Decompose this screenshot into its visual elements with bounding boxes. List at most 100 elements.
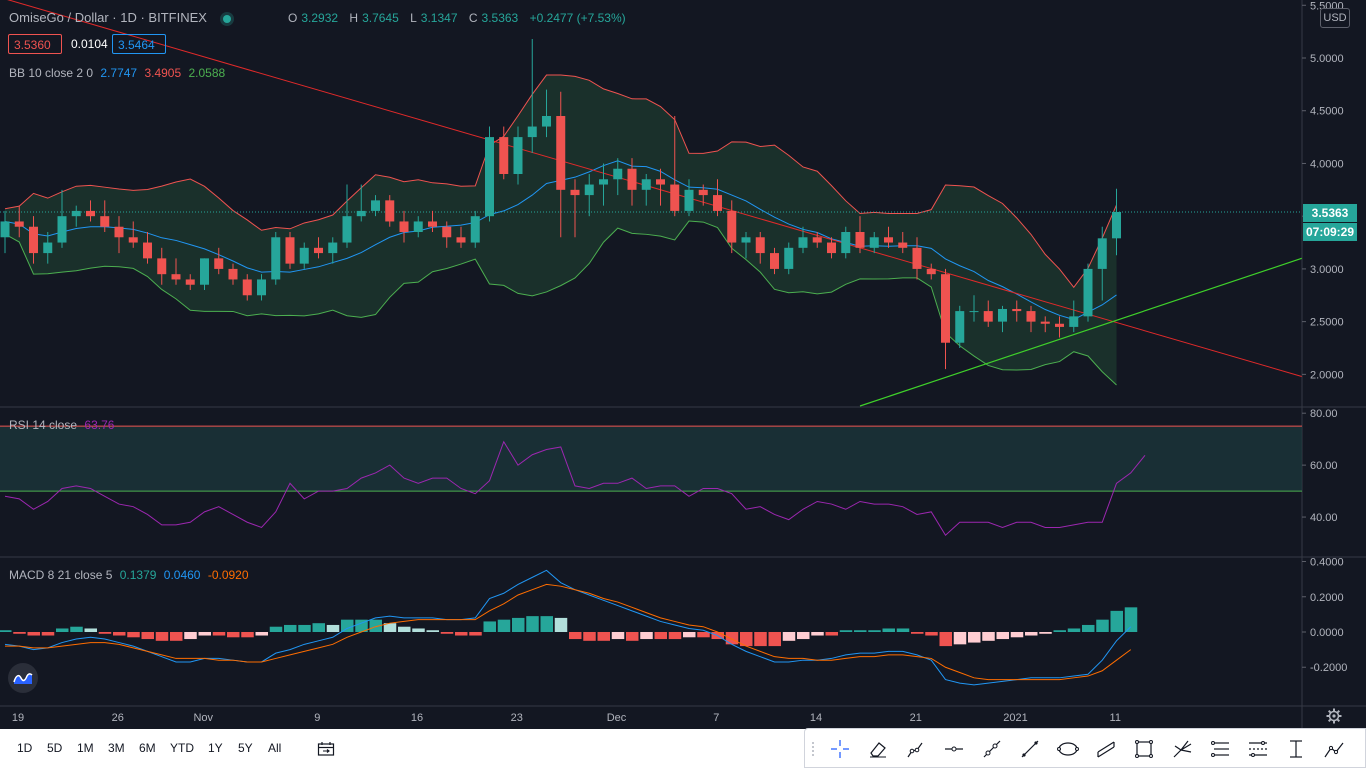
time-tick-label: Dec (607, 712, 627, 724)
candle (527, 39, 537, 153)
macd-value: 0.1379 (119, 568, 157, 582)
macd-hist-bar (640, 632, 653, 640)
macd-hist-bar (554, 617, 568, 632)
candle-body (727, 210, 737, 243)
candle-body (185, 279, 195, 285)
candle-body (342, 216, 352, 243)
candle-body (542, 116, 551, 127)
measure-icon[interactable] (1282, 735, 1310, 763)
parallel-channel-icon[interactable] (1092, 735, 1120, 763)
candle-body (43, 242, 53, 254)
ellipse-icon[interactable] (1054, 735, 1082, 763)
sell-price-badge[interactable]: 3.5360 (8, 34, 62, 54)
path-icon[interactable] (1320, 735, 1348, 763)
candle-body (755, 237, 765, 254)
macd-tick-label: 0.4000 (1310, 557, 1344, 569)
date-range-icon[interactable] (317, 741, 335, 757)
candle (698, 184, 708, 206)
candle-body (955, 311, 965, 343)
pitchfork-icon[interactable] (1168, 735, 1196, 763)
candle (470, 210, 480, 248)
candle (100, 200, 110, 232)
candle-body (969, 311, 979, 313)
candle (499, 126, 509, 180)
candle (1097, 226, 1107, 301)
timeframe-1m-button[interactable]: 1M (77, 741, 94, 755)
macd-hist-bar (241, 632, 254, 638)
macd-hist-bar (27, 632, 40, 636)
candle (29, 216, 38, 264)
candle-body (0, 221, 10, 238)
candle (513, 126, 523, 185)
candle (998, 305, 1007, 333)
candle (812, 232, 822, 248)
extended-line-icon[interactable] (1016, 735, 1044, 763)
candle-body (784, 247, 794, 269)
crosshair-icon[interactable] (826, 735, 854, 763)
drag-handle-icon[interactable] (811, 741, 815, 757)
macd-legend[interactable]: MACD 8 21 close 5 0.1379 0.0460 -0.0920 (9, 568, 253, 582)
timeframe-6m-button[interactable]: 6M (139, 741, 156, 755)
candle-body (613, 168, 623, 180)
candle-body (641, 179, 651, 190)
time-tick-label: 21 (910, 712, 922, 724)
timeframe-ytd-button[interactable]: YTD (170, 741, 194, 755)
candle-body (812, 237, 822, 243)
candle-body (157, 258, 167, 275)
symbol-title[interactable]: OmiseGo / Dollar · 1D · BITFINEX (9, 10, 235, 25)
candle-body (456, 237, 466, 243)
rsi-tick-label: 80.00 (1310, 408, 1338, 420)
candle (328, 237, 338, 264)
time-tick-label: 11 (1110, 712, 1121, 724)
candle-body (114, 226, 124, 238)
rsi-legend[interactable]: RSI 14 close 63.76 (9, 418, 118, 432)
timeframe-all-button[interactable]: All (268, 741, 282, 755)
horizontal-line-icon[interactable] (940, 735, 968, 763)
ohlc-readout: O 3.2932 H 3.7645 L 3.1347 C 3.5363 +0.2477 … (288, 11, 630, 25)
timeframe-1d-button[interactable]: 1D (17, 741, 33, 755)
macd-hist-bar (768, 632, 781, 647)
candle (627, 158, 637, 206)
timeframe-5d-button[interactable]: 5D (47, 741, 63, 755)
macd-hist-bar (255, 632, 268, 636)
tradingview-logo-icon[interactable] (8, 663, 38, 693)
fib-extension-icon[interactable] (1244, 735, 1272, 763)
candle (485, 126, 494, 222)
timeframe-1y-button[interactable]: 1Y (208, 741, 223, 755)
eraser-icon[interactable] (864, 735, 892, 763)
rectangle-icon[interactable] (1130, 735, 1158, 763)
bb-upper-value: 3.4905 (144, 66, 182, 80)
macd-hist-bar (825, 632, 838, 636)
candle-body (413, 221, 423, 232)
fib-retracement-icon[interactable] (1206, 735, 1234, 763)
candle (385, 195, 395, 227)
candle-body (527, 126, 537, 138)
macd-hist-bar (355, 619, 368, 632)
candle-body (57, 216, 67, 243)
candle-body (328, 242, 338, 254)
macd-hist-bar (170, 632, 183, 641)
candle (143, 232, 152, 264)
candle (798, 226, 808, 254)
macd-hist-bar (127, 632, 140, 638)
trend-line-icon[interactable] (902, 735, 930, 763)
candle-body (228, 268, 238, 280)
timeframe-3m-button[interactable]: 3M (108, 741, 125, 755)
candle-body (428, 221, 437, 227)
bb-basis-value: 2.7747 (100, 66, 138, 80)
macd-hist-bar (184, 632, 197, 640)
price-tick-label: 3.0000 (1310, 264, 1344, 276)
bb-legend[interactable]: BB 10 close 2 0 2.7747 3.4905 2.0588 (9, 66, 229, 80)
ray-icon[interactable] (978, 735, 1006, 763)
buy-price-badge[interactable]: 3.5464 (112, 34, 166, 54)
settings-gear-icon[interactable] (1326, 708, 1342, 724)
time-tick-label: Nov (193, 712, 213, 724)
candle (1083, 263, 1093, 322)
candle (1040, 316, 1050, 333)
macd-hist-bar (269, 626, 283, 632)
currency-badge[interactable]: USD (1320, 8, 1350, 28)
macd-hist-bar (98, 632, 112, 634)
timeframe-5y-button[interactable]: 5Y (238, 741, 253, 755)
chart-canvas[interactable]: 2.00002.50003.00003.50004.00004.50005.00… (0, 0, 1366, 729)
macd-hist-bar (483, 621, 496, 632)
